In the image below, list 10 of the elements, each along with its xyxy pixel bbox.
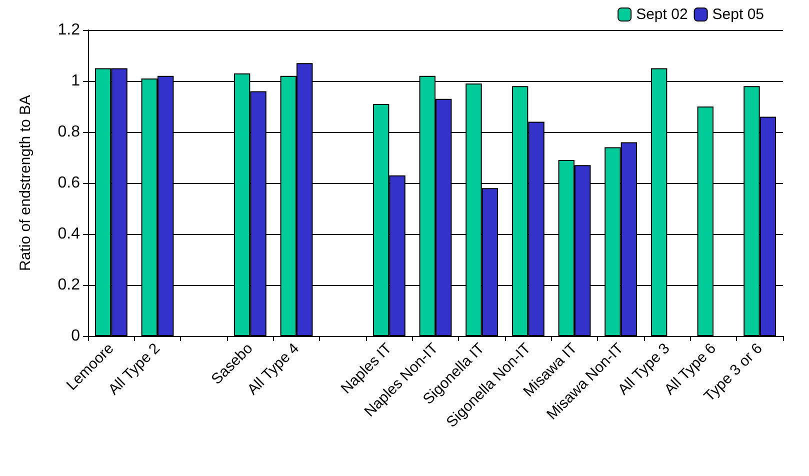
y-axis-title: Ratio of endstrength to BA (17, 95, 34, 271)
legend-label: Sept 02 (636, 6, 688, 23)
legend-label: Sept 05 (712, 6, 764, 23)
y-tick-label: 1.2 (58, 22, 80, 38)
y-tick-label: 1 (71, 72, 80, 90)
y-tick-label: 0.2 (58, 276, 80, 294)
y-tick-label: 0 (71, 328, 80, 344)
y-tick-label: 0.8 (58, 124, 80, 140)
y-tick-label: 0.6 (58, 174, 80, 192)
y-tick-label: 0.4 (58, 226, 80, 242)
